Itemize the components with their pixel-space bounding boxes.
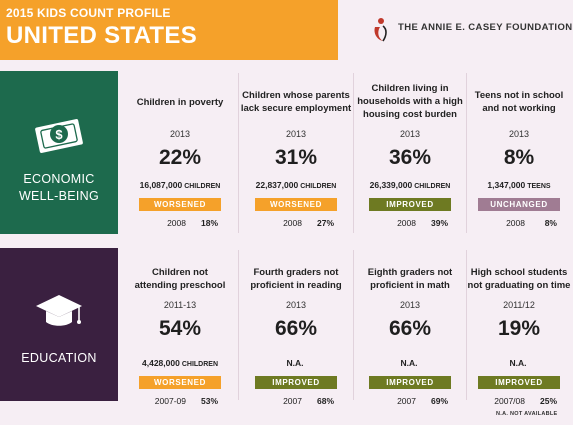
- card-title-line: housing cost burden: [363, 109, 457, 120]
- card-title-line: proficient in reading: [250, 280, 342, 291]
- card-count: 1,347,000: [487, 180, 526, 190]
- card-title-line: Eighth graders not: [367, 267, 453, 278]
- trend-badge: IMPROVED: [369, 376, 451, 389]
- page-title: UNITED STATES: [6, 22, 198, 49]
- foundation-name: THE ANNIE E. CASEY FOUNDATION: [398, 22, 573, 33]
- card-year: 2013: [285, 129, 307, 139]
- card-base-year: 2007: [283, 396, 302, 406]
- education-label: EDUCATION: [21, 351, 97, 365]
- card-title-line: Children whose parents: [242, 90, 350, 101]
- card-count: 26,339,000: [369, 180, 413, 190]
- card-count: 16,087,000: [139, 180, 183, 190]
- card-count-unit: CHILDREN: [300, 183, 337, 190]
- graduation-cap-icon: [36, 295, 82, 326]
- trend-badge: UNCHANGED: [478, 198, 560, 211]
- money-bill-icon: $: [35, 119, 83, 153]
- card-base-year: 2008: [283, 218, 302, 228]
- card-count: N.A.: [509, 358, 527, 368]
- card-year: 2011/12: [503, 300, 535, 310]
- trend-badge: IMPROVED: [369, 198, 451, 211]
- divider: [466, 73, 467, 233]
- card-year: 2013: [169, 129, 191, 139]
- card-count: 4,428,000: [142, 358, 180, 368]
- card-base-year: 2007: [397, 396, 416, 406]
- card-title-line: lack secure employment: [240, 103, 352, 114]
- trend-badge: IMPROVED: [478, 376, 560, 389]
- card-count-unit: CHILDREN: [181, 361, 218, 368]
- card-percent: 22%: [158, 146, 202, 169]
- education-panel: EDUCATION: [0, 248, 118, 401]
- card-base-year: 2007/08: [494, 396, 525, 406]
- card-base-year: 2008: [506, 218, 525, 228]
- card-base-year: 2007-09: [154, 396, 186, 406]
- card-title-line: High school students: [470, 267, 568, 278]
- economic-label-line2: WELL-BEING: [18, 189, 100, 203]
- divider: [353, 250, 354, 400]
- card-base-value: 18%: [200, 218, 218, 228]
- card-base-value: 53%: [200, 396, 218, 406]
- card-year: 2013: [399, 129, 421, 139]
- card-base-value: 25%: [539, 396, 557, 406]
- card-percent: 36%: [388, 146, 432, 169]
- card-percent: 66%: [388, 317, 432, 340]
- economic-wellbeing-panel: $ ECONOMIC WELL-BEING: [0, 71, 118, 234]
- card-count-unit: TEENS: [527, 183, 551, 190]
- card-base-year: 2008: [167, 218, 186, 228]
- trend-badge: WORSENED: [139, 376, 221, 389]
- card-base-value: 69%: [430, 396, 448, 406]
- card-title-line: Children living in: [371, 83, 449, 94]
- card-count: N.A.: [400, 358, 418, 368]
- card-title-line: and not working: [482, 103, 556, 114]
- card-percent: 31%: [274, 146, 318, 169]
- card-percent: 8%: [503, 146, 535, 169]
- card-title-line: not graduating on time: [467, 280, 571, 291]
- card-title-line: Children in poverty: [136, 97, 224, 108]
- card-year: 2011-13: [163, 300, 197, 310]
- card-base-value: 68%: [316, 396, 334, 406]
- trend-badge: IMPROVED: [255, 376, 337, 389]
- card-base-year: 2008: [397, 218, 416, 228]
- card-percent: 54%: [158, 317, 202, 340]
- trend-badge: WORSENED: [255, 198, 337, 211]
- card-base-value: 39%: [430, 218, 448, 228]
- divider: [353, 73, 354, 233]
- card-count-unit: CHILDREN: [184, 183, 221, 190]
- divider: [238, 250, 239, 400]
- header-band: 2015 KIDS COUNT PROFILE UNITED STATES: [0, 0, 338, 60]
- economic-label-line1: ECONOMIC: [23, 172, 95, 186]
- card-title-line: proficient in math: [370, 280, 450, 291]
- card-year: 2013: [399, 300, 421, 310]
- divider: [466, 250, 467, 400]
- card-percent: 66%: [274, 317, 318, 340]
- card-count: 22,837,000: [255, 180, 299, 190]
- card-title-line: households with a high: [357, 96, 463, 107]
- card-title-line: attending preschool: [134, 280, 226, 291]
- card-year: 2013: [285, 300, 307, 310]
- card-base-value: 8%: [544, 218, 557, 228]
- foundation-logo: [374, 18, 387, 42]
- profile-line: 2015 KIDS COUNT PROFILE: [6, 6, 171, 20]
- card-base-value: 27%: [316, 218, 334, 228]
- footnote: N.A. NOT AVAILABLE: [496, 411, 558, 417]
- card-count: N.A.: [286, 358, 304, 368]
- svg-text:$: $: [55, 127, 63, 142]
- card-title-line: Fourth graders not: [253, 267, 339, 278]
- card-percent: 19%: [497, 317, 541, 340]
- divider: [238, 73, 239, 233]
- card-count-unit: CHILDREN: [414, 183, 451, 190]
- card-year: 2013: [508, 129, 530, 139]
- card-title-line: Teens not in school: [474, 90, 564, 101]
- card-title-line: Children not: [152, 267, 208, 278]
- trend-badge: WORSENED: [139, 198, 221, 211]
